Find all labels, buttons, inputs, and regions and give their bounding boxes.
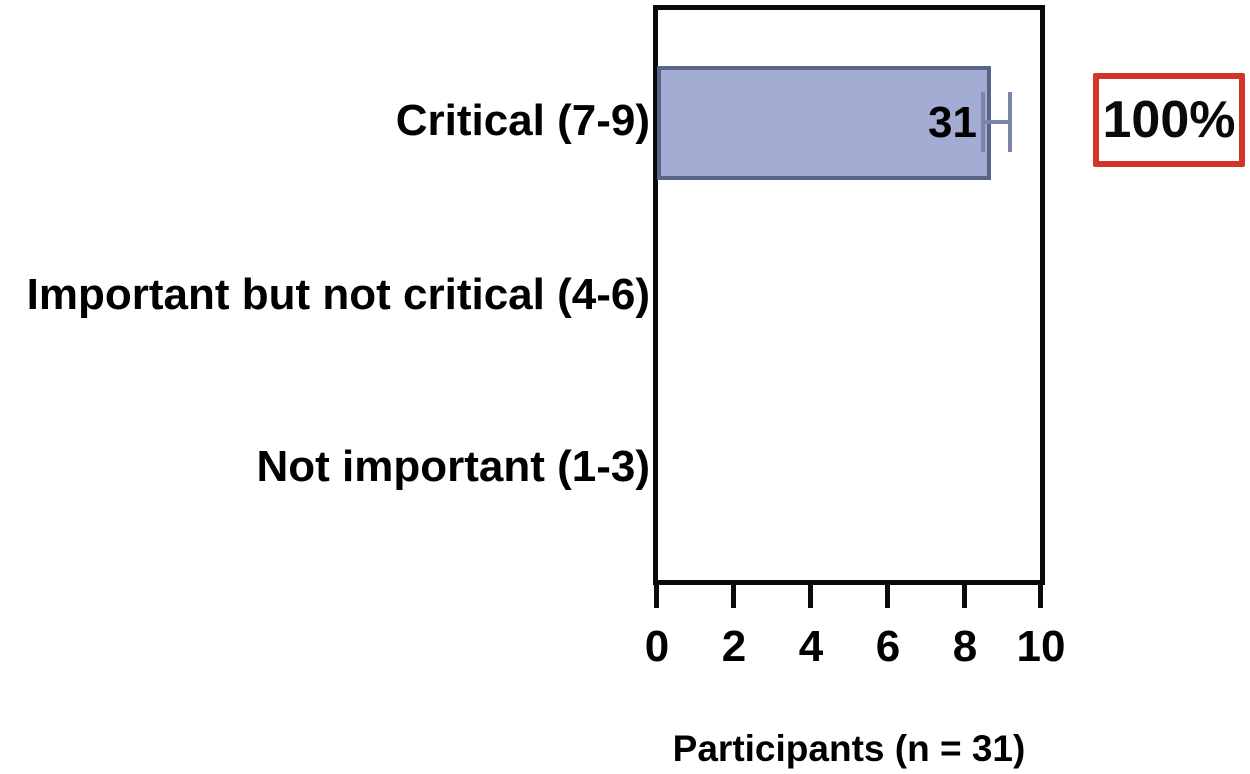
error-bar-left-cap <box>981 92 985 152</box>
percent-annotation-text: 100% <box>1102 91 1236 149</box>
x-tick-label-2: 2 <box>721 622 747 671</box>
percent-annotation-box: 100% <box>1093 73 1245 167</box>
x-tick-mark-4 <box>808 583 813 608</box>
x-tick-mark-2 <box>731 583 736 608</box>
x-tick-label-6: 6 <box>875 622 901 671</box>
category-label-important-not-critical: Important but not critical (4-6) <box>26 270 650 319</box>
error-bar-line <box>983 120 1010 124</box>
x-tick-label-10: 10 <box>1016 622 1066 671</box>
category-label-critical: Critical (7-9) <box>395 96 650 145</box>
category-label-not-important: Not important (1-3) <box>256 442 650 491</box>
bar-value-label: 31 <box>928 98 977 147</box>
x-tick-mark-6 <box>885 583 890 608</box>
error-bar-right-cap <box>1008 92 1012 152</box>
x-tick-mark-10 <box>1038 583 1043 608</box>
x-tick-mark-8 <box>962 583 967 608</box>
x-tick-label-4: 4 <box>798 622 824 671</box>
bar-critical <box>657 66 991 180</box>
x-tick-label-0: 0 <box>644 622 670 671</box>
x-axis-title: Participants (n = 31) <box>672 728 1026 769</box>
x-tick-mark-0 <box>654 583 659 608</box>
x-tick-label-8: 8 <box>952 622 978 671</box>
